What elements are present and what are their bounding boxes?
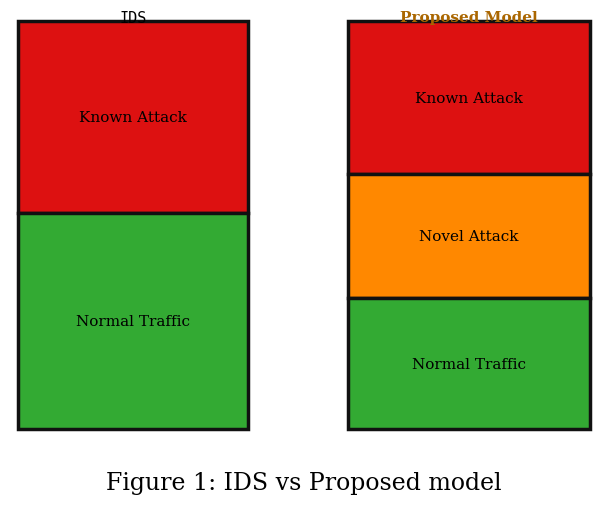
Text: Normal Traffic: Normal Traffic <box>76 314 190 328</box>
Text: Proposed Model: Proposed Model <box>400 11 538 25</box>
Bar <box>348 22 590 175</box>
Text: Known Attack: Known Attack <box>415 91 523 105</box>
Text: Novel Attack: Novel Attack <box>420 230 519 244</box>
Bar <box>348 299 590 429</box>
Text: IDS: IDS <box>119 11 147 26</box>
Text: Known Attack: Known Attack <box>79 111 187 125</box>
Bar <box>18 22 248 213</box>
Bar <box>18 213 248 429</box>
Text: Normal Traffic: Normal Traffic <box>412 357 526 371</box>
Bar <box>348 175 590 299</box>
Text: Figure 1: IDS vs Proposed model: Figure 1: IDS vs Proposed model <box>106 471 502 494</box>
